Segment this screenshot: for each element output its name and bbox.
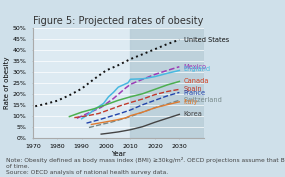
Title: Figure 5: Projected rates of obesity: Figure 5: Projected rates of obesity [33,16,203,26]
Text: Italy: Italy [184,99,198,105]
Text: England: England [184,66,211,72]
Y-axis label: Rate of obesity: Rate of obesity [4,57,10,109]
Text: France: France [184,90,206,96]
Text: Canada: Canada [184,78,209,84]
Text: Spain: Spain [184,86,202,92]
Text: Switzerland: Switzerland [184,97,222,103]
Text: United States: United States [184,37,229,43]
Text: Korea: Korea [184,111,202,117]
Text: Mexico: Mexico [184,64,207,70]
Text: Note: Obesity defined as body mass index (BMI) ≥30kg/m². OECD projections assume: Note: Obesity defined as body mass index… [6,157,285,175]
Bar [131,28,204,138]
X-axis label: Year: Year [111,151,126,157]
